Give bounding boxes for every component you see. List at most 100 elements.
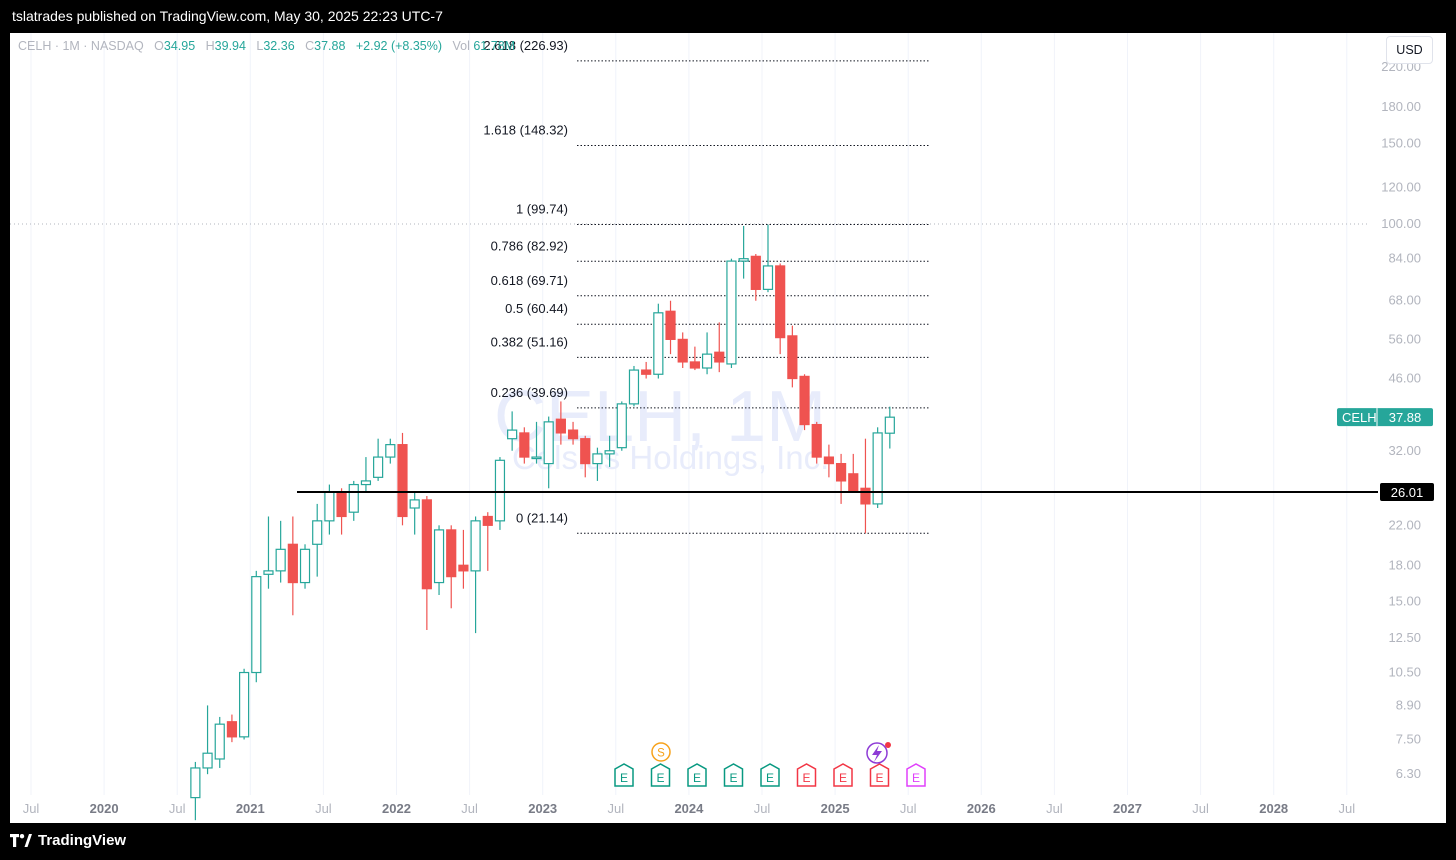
- candle-down[interactable]: [555, 418, 566, 434]
- brand-name: TradingView: [38, 832, 127, 849]
- candle-up[interactable]: [299, 548, 311, 584]
- candle-up[interactable]: [628, 369, 640, 405]
- legend-close-label: C: [305, 39, 315, 53]
- candle-up[interactable]: [190, 767, 201, 799]
- earnings-icon[interactable]: E: [650, 763, 671, 787]
- price-tag-symbol: CELH: [1342, 410, 1377, 425]
- earnings-icon[interactable]: E: [833, 763, 853, 787]
- candle-up[interactable]: [360, 480, 372, 486]
- earnings-icon[interactable]: E: [869, 763, 890, 787]
- candle-up[interactable]: [214, 723, 225, 760]
- candle-up[interactable]: [884, 416, 895, 434]
- tradingview-brand[interactable]: TradingView: [10, 832, 126, 849]
- candle-down[interactable]: [287, 543, 298, 584]
- candle-up[interactable]: [726, 260, 737, 365]
- candle-down[interactable]: [519, 432, 530, 458]
- earnings-icon[interactable]: E: [614, 763, 634, 787]
- news-dot: [885, 742, 891, 748]
- candle-up[interactable]: [470, 520, 481, 572]
- candle-down[interactable]: [848, 473, 859, 493]
- candle-up[interactable]: [239, 671, 250, 738]
- candle-down[interactable]: [714, 351, 725, 363]
- candle-down[interactable]: [750, 255, 761, 290]
- earnings-icon[interactable]: E: [796, 763, 817, 787]
- fib-extension-tool[interactable]: 2.618 (226.93) 1.618 (148.32) 1 (99.74) 0.7…: [483, 38, 930, 534]
- candle-up[interactable]: [409, 499, 420, 509]
- candle-up[interactable]: [507, 429, 518, 440]
- price-tick-label: 6.30: [1396, 766, 1421, 781]
- chart-canvas[interactable]: CELH, 1M Celsius Holdings, Inc. 2.618 (2…: [10, 33, 1446, 823]
- candle-down[interactable]: [458, 564, 469, 572]
- candle-up[interactable]: [348, 483, 359, 513]
- candle-down[interactable]: [775, 265, 786, 339]
- candle-up[interactable]: [433, 529, 445, 584]
- candle-down[interactable]: [823, 456, 835, 465]
- candle-down[interactable]: [665, 310, 676, 340]
- legend-symbol: CELH · 1M · NASDAQ: [18, 39, 144, 53]
- candle-up[interactable]: [531, 456, 542, 460]
- candle-down[interactable]: [641, 369, 652, 375]
- vertical-grid: [30, 33, 1348, 795]
- candle-up[interactable]: [653, 312, 664, 375]
- earnings-letter: E: [729, 771, 737, 785]
- candle-up[interactable]: [251, 576, 262, 674]
- candle-down[interactable]: [799, 375, 810, 426]
- candle-down[interactable]: [811, 423, 822, 458]
- candle-up[interactable]: [543, 421, 554, 465]
- candle-up[interactable]: [701, 353, 713, 369]
- earnings-badge-shape: [833, 763, 853, 787]
- events-row[interactable]: E E E E E E E E ES: [614, 742, 926, 787]
- time-tick-label: Jul: [900, 801, 917, 816]
- candle-down[interactable]: [860, 487, 871, 505]
- candle-down[interactable]: [336, 491, 347, 518]
- candle-down[interactable]: [397, 444, 408, 518]
- earnings-letter: E: [766, 771, 774, 785]
- earnings-icon[interactable]: E: [760, 763, 780, 787]
- price-axis[interactable]: 220.00180.00150.00120.00100.0084.0068.00…: [1337, 59, 1433, 781]
- chart-panel[interactable]: CELH, 1M Celsius Holdings, Inc. 2.618 (2…: [10, 33, 1446, 823]
- time-axis[interactable]: Jul 2020 Jul 2021 Jul 2022 Jul 2023 Jul 2024 Jul 20…: [23, 801, 1356, 816]
- currency-button[interactable]: USD: [1386, 36, 1433, 64]
- candle-up[interactable]: [616, 403, 627, 449]
- candle-down[interactable]: [567, 429, 579, 440]
- candle-up[interactable]: [373, 456, 384, 478]
- candle-up[interactable]: [738, 258, 749, 262]
- candle-up[interactable]: [494, 459, 506, 522]
- candle-up[interactable]: [275, 548, 286, 572]
- split-letter: S: [657, 748, 665, 760]
- candle-down[interactable]: [580, 438, 591, 465]
- candle-up[interactable]: [872, 432, 883, 505]
- candle-up[interactable]: [312, 520, 323, 545]
- horizontal-line-drawing[interactable]: 26.01: [297, 483, 1434, 501]
- candle-up[interactable]: [202, 752, 213, 769]
- candle-down[interactable]: [446, 529, 457, 578]
- candle-up[interactable]: [263, 570, 274, 575]
- candle-up[interactable]: [592, 453, 603, 465]
- time-tick-label: Jul: [1338, 801, 1355, 816]
- time-tick-label: 2021: [236, 801, 265, 816]
- candle-down[interactable]: [787, 335, 798, 380]
- candle-down[interactable]: [226, 721, 238, 738]
- candle-up[interactable]: [762, 265, 774, 290]
- symbol-legend[interactable]: CELH · 1M · NASDAQ O34.95 H39.94 L32.36 …: [18, 39, 515, 53]
- candle-down[interactable]: [835, 462, 847, 482]
- candle-up[interactable]: [385, 444, 396, 458]
- flash-news-icon[interactable]: [866, 742, 891, 764]
- price-tag-value: 37.88: [1389, 410, 1422, 425]
- candle-up[interactable]: [604, 450, 615, 455]
- earnings-icon[interactable]: E: [687, 763, 707, 787]
- line-price-tag: [1380, 483, 1434, 501]
- split-icon[interactable]: S: [651, 742, 671, 762]
- earnings-icon[interactable]: E: [906, 763, 926, 787]
- earnings-letter: E: [802, 771, 810, 785]
- candle-down[interactable]: [421, 499, 432, 590]
- candle-up[interactable]: [324, 491, 335, 522]
- tradingview-logo-icon: [10, 834, 32, 847]
- candle-down[interactable]: [482, 515, 493, 526]
- legend-high-label: H: [205, 39, 215, 53]
- earnings-icon[interactable]: E: [723, 763, 744, 787]
- candlestick-series[interactable]: [190, 224, 895, 821]
- candle-down[interactable]: [689, 361, 700, 369]
- candle-down[interactable]: [677, 338, 688, 363]
- legend-high: 39.94: [214, 39, 246, 53]
